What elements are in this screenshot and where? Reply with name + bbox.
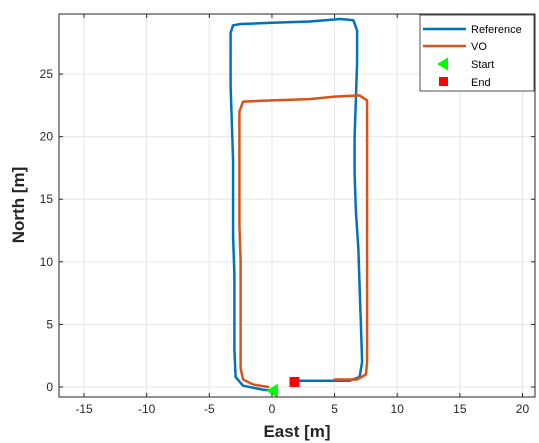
x-tick-label: 20 — [516, 402, 530, 416]
y-tick-label: 5 — [46, 317, 53, 331]
series-group — [229, 17, 369, 392]
legend-label-reference: Reference — [471, 24, 522, 36]
x-tick-label: 0 — [269, 402, 276, 416]
x-tick-label: 10 — [391, 402, 405, 416]
x-tick-label: -15 — [75, 402, 93, 416]
series-line-vo — [238, 94, 369, 389]
marker-end — [289, 376, 300, 387]
y-axis-label: North [m] — [9, 167, 28, 243]
x-tick-label: 15 — [453, 402, 467, 416]
y-tick-label: 10 — [40, 255, 54, 269]
plot-frame — [58, 13, 536, 398]
x-axis-label: East [m] — [263, 422, 330, 441]
legend: Reference VO Start End — [419, 14, 535, 92]
legend-label-start: Start — [471, 59, 494, 71]
x-tick-label: -5 — [204, 402, 215, 416]
y-tick-label: 25 — [40, 67, 54, 81]
series-line-reference — [229, 17, 364, 392]
legend-label-end: End — [471, 77, 491, 89]
x-tick-label: 5 — [331, 402, 338, 416]
y-tick-label: 0 — [46, 380, 53, 394]
marker-start — [265, 383, 278, 398]
y-tick-label: 15 — [40, 192, 54, 206]
y-tick-label: 20 — [40, 130, 54, 144]
axis-ticks: -15 -10 -5 0 5 10 15 20 0 5 10 15 20 25 — [40, 14, 535, 416]
legend-marker-end — [439, 77, 448, 86]
x-tick-label: -10 — [138, 402, 156, 416]
legend-label-vo: VO — [471, 41, 487, 53]
markers-group — [265, 376, 300, 398]
legend-marker-start — [437, 57, 448, 71]
